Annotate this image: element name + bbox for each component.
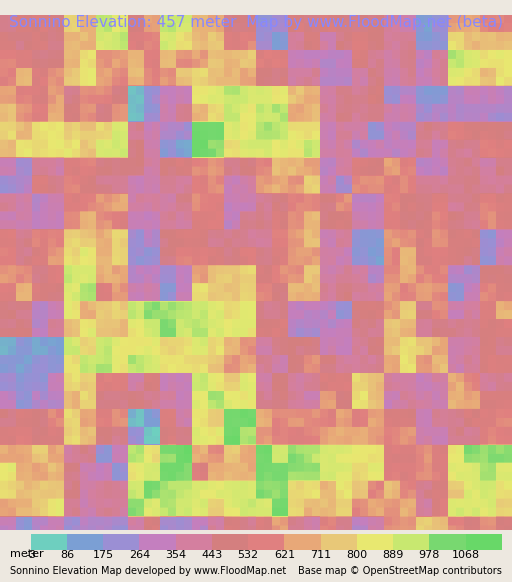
Bar [248,534,284,550]
Text: 1068: 1068 [452,550,480,560]
Text: 354: 354 [165,550,186,560]
Bar [357,534,393,550]
Bar [321,534,357,550]
Text: 800: 800 [346,550,368,560]
Text: 978: 978 [419,550,440,560]
Text: 711: 711 [310,550,331,560]
Bar [176,534,212,550]
Text: meter: meter [10,549,44,559]
Bar [31,534,67,550]
Text: 86: 86 [60,550,74,560]
Bar [393,534,429,550]
Bar [212,534,248,550]
Text: Sonnino Elevation: 457 meter  Map by www.FloodMap.net (beta): Sonnino Elevation: 457 meter Map by www.… [9,15,503,30]
Text: 264: 264 [129,550,150,560]
Text: 443: 443 [201,550,223,560]
Text: Sonnino Elevation Map developed by www.FloodMap.net: Sonnino Elevation Map developed by www.F… [10,566,287,576]
Bar [284,534,321,550]
Bar [139,534,176,550]
Bar [103,534,139,550]
Bar [465,534,502,550]
Text: 889: 889 [382,550,404,560]
Bar [67,534,103,550]
Text: Base map © OpenStreetMap contributors: Base map © OpenStreetMap contributors [298,566,502,576]
Bar [429,534,465,550]
Text: -3: -3 [25,550,36,560]
Text: 175: 175 [93,550,114,560]
Text: 532: 532 [238,550,259,560]
Text: 621: 621 [274,550,295,560]
